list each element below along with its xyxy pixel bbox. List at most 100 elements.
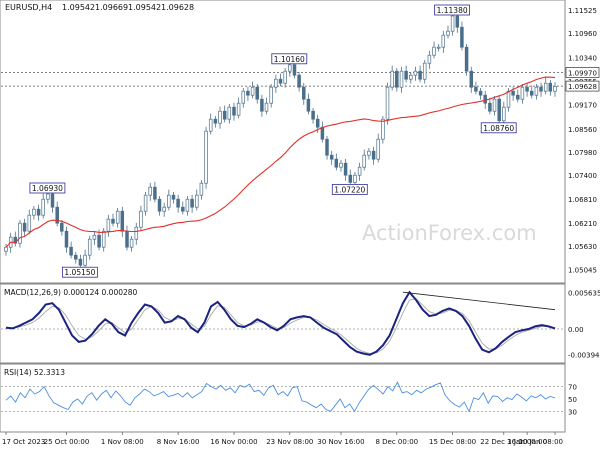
candle-body xyxy=(64,230,69,248)
candle xyxy=(153,181,157,203)
candle-body xyxy=(455,15,460,28)
candle-body xyxy=(204,130,208,184)
candle-body xyxy=(97,234,101,248)
candle xyxy=(162,202,166,217)
candle xyxy=(111,213,115,227)
price-y-tick: 1.09970 xyxy=(568,69,597,77)
candle-body xyxy=(506,90,511,108)
ohlc-close: 1.09628 xyxy=(161,3,194,12)
candle xyxy=(106,214,111,237)
price-panel: 1.06930 1.05150 1.10160 1.07220 1.11380 1.087… xyxy=(1,4,564,278)
price-annotation: 1.07220 xyxy=(331,183,368,195)
candle xyxy=(441,30,446,53)
candle-body xyxy=(106,218,111,232)
candle-body xyxy=(520,86,525,100)
candle xyxy=(92,230,97,245)
price-y-tick: 1.10960 xyxy=(568,30,597,38)
candle xyxy=(69,241,73,259)
candle-body xyxy=(399,70,404,88)
candle xyxy=(548,80,553,96)
ohlc-open: 1.09542 xyxy=(62,3,95,12)
candle-body xyxy=(357,166,362,176)
candle-body xyxy=(176,198,180,208)
candle-body xyxy=(553,86,557,92)
candle-body xyxy=(288,64,292,72)
x-axis-label: 15 Dec 08:00 xyxy=(429,438,476,446)
moving-average-line xyxy=(5,76,556,248)
candle-body xyxy=(278,78,283,84)
candle xyxy=(125,225,129,251)
macd-panel xyxy=(1,290,564,356)
candle xyxy=(520,84,525,104)
candle-body xyxy=(441,34,446,48)
candle-body xyxy=(469,70,474,88)
candle xyxy=(334,153,339,171)
macd-panel-frame xyxy=(0,283,566,364)
candle-body xyxy=(222,110,227,120)
rsi-panel-title: RSI(14) 52.3313 xyxy=(4,368,65,377)
x-axis-label: 8 Nov 16:00 xyxy=(157,438,200,446)
price-y-tick: 1.09628 xyxy=(568,83,597,91)
candle xyxy=(13,231,18,247)
price-panel-frame xyxy=(0,0,566,284)
x-axis-label: 16 Nov 00:00 xyxy=(210,438,257,446)
candle xyxy=(241,88,246,108)
candle-body xyxy=(376,138,380,160)
candle-body xyxy=(264,102,269,112)
price-annotation: 1.10160 xyxy=(271,53,308,65)
macd-y-tick: 0.005635 xyxy=(568,290,600,298)
annotation-box xyxy=(434,4,471,16)
candle-body xyxy=(213,118,218,124)
candle-body xyxy=(250,86,255,96)
candle xyxy=(87,236,92,260)
candle-body xyxy=(464,46,469,72)
candle-body xyxy=(27,214,32,232)
macd-panel-title: MACD(12,26,9) 0.000124 0.000280 xyxy=(4,288,138,297)
candle-body xyxy=(185,198,190,212)
annotation-box xyxy=(331,183,368,195)
candle xyxy=(101,228,106,252)
candle-body xyxy=(46,193,50,200)
candle xyxy=(543,77,548,95)
candle-body xyxy=(436,46,441,49)
annotation-label: 1.06930 xyxy=(32,184,63,193)
candle xyxy=(129,236,134,252)
candle xyxy=(83,249,87,269)
candle-body xyxy=(167,194,171,208)
candle-body xyxy=(297,74,301,88)
candle-body xyxy=(348,174,353,183)
macd-main-line xyxy=(5,290,556,356)
candle xyxy=(32,206,36,220)
candle-body xyxy=(218,110,222,124)
candle-body xyxy=(36,208,41,216)
candle-body xyxy=(292,64,297,76)
candle xyxy=(302,82,306,105)
price-annotation: 1.06930 xyxy=(29,182,66,194)
candle xyxy=(404,65,408,83)
x-axis-label: 22 Dec 16:00 xyxy=(480,438,527,446)
candle xyxy=(157,196,162,216)
candle xyxy=(115,208,120,228)
candle-body xyxy=(83,254,87,266)
candle-body xyxy=(362,154,366,168)
candle xyxy=(204,126,208,189)
macd-signal-line xyxy=(5,298,556,354)
candle xyxy=(274,74,278,93)
candle xyxy=(185,196,190,216)
candle-body xyxy=(371,150,376,160)
candle-body xyxy=(157,198,162,212)
candle-body xyxy=(50,193,55,208)
candle-body xyxy=(241,90,246,104)
candle xyxy=(139,205,143,231)
candle xyxy=(381,116,385,144)
candle-body xyxy=(353,174,357,183)
candle xyxy=(260,94,264,117)
candle-body xyxy=(497,98,501,122)
candle xyxy=(399,66,404,93)
candle-body xyxy=(22,222,27,232)
candle xyxy=(36,204,41,221)
candle-body xyxy=(395,70,399,88)
x-axis-label: 10 Jan 08:00 xyxy=(519,438,563,446)
candle-body xyxy=(450,15,455,32)
